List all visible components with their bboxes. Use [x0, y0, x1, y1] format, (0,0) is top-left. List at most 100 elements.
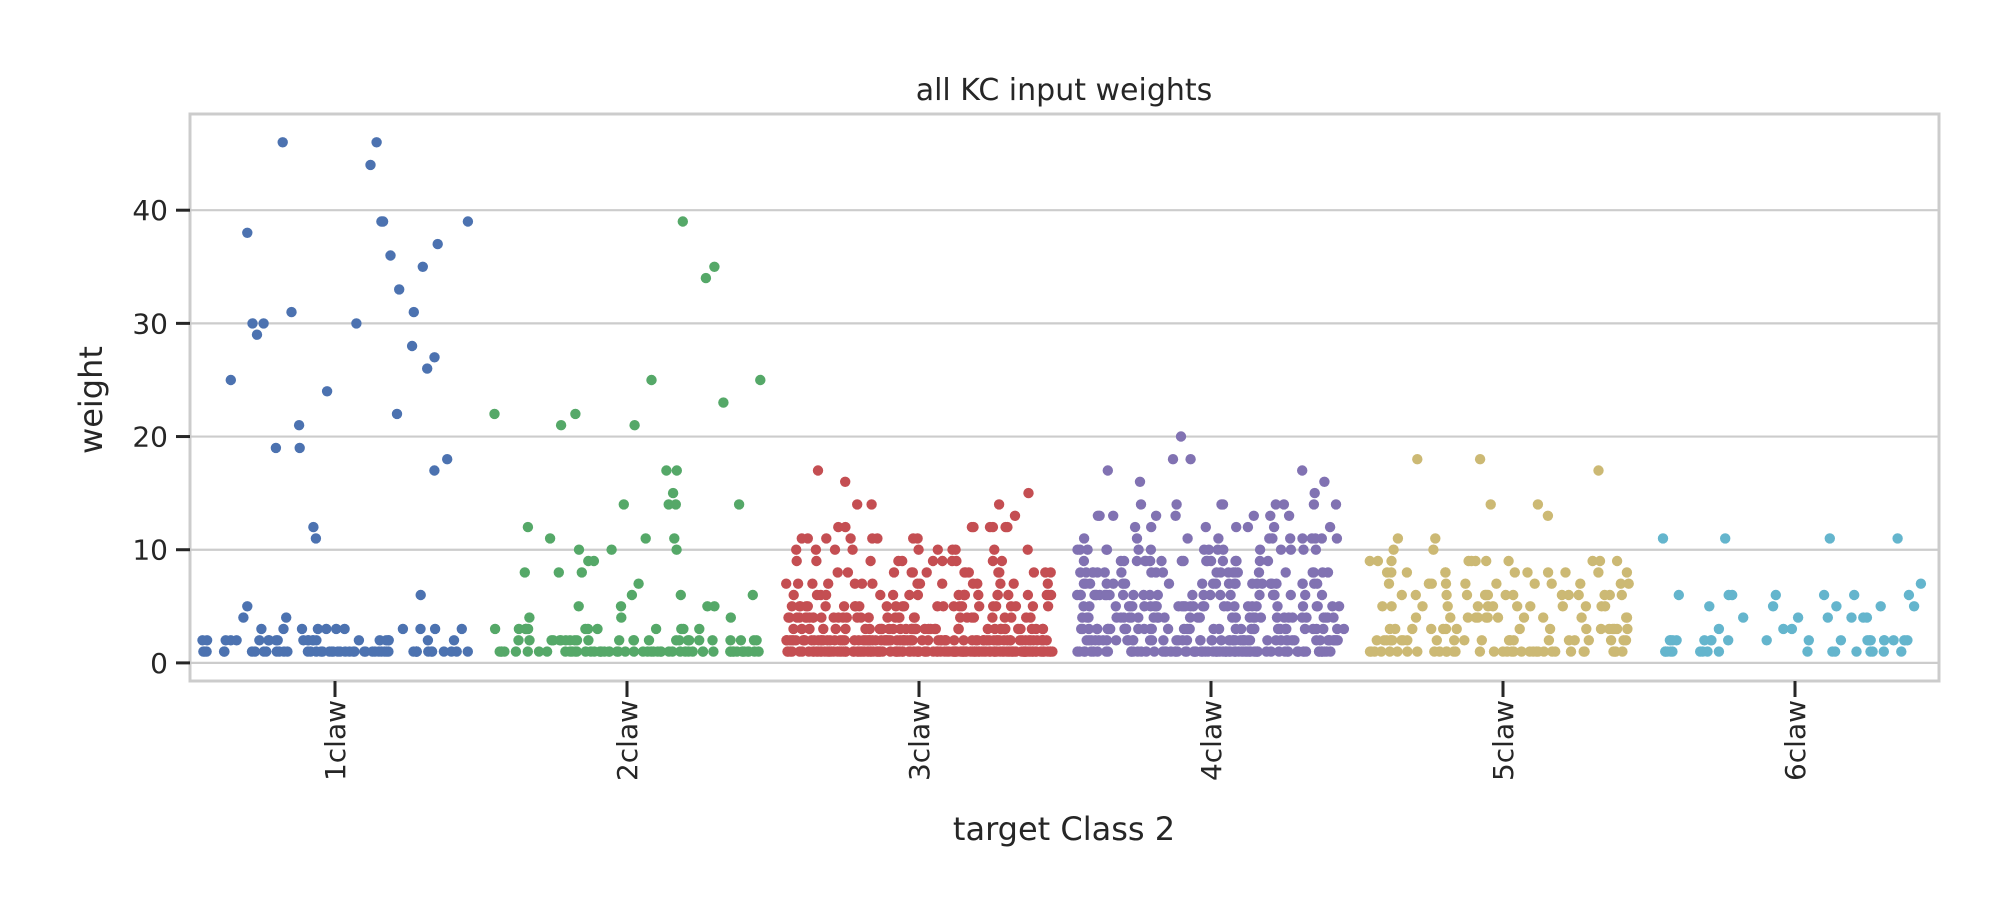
data-point: [1476, 635, 1488, 646]
data-point: [522, 521, 534, 533]
data-point: [1364, 646, 1376, 657]
data-point: [683, 646, 694, 657]
data-point: [626, 589, 638, 601]
data-point: [1386, 601, 1397, 612]
data-point: [1210, 578, 1222, 589]
data-point: [865, 555, 876, 567]
data-point: [1081, 635, 1092, 646]
data-point: [1279, 612, 1290, 623]
data-point: [863, 612, 874, 623]
data-point: [1888, 635, 1899, 646]
data-point: [1307, 567, 1318, 578]
data-point: [606, 544, 617, 555]
data-point: [1131, 555, 1143, 567]
data-point: [1915, 578, 1927, 589]
data-point: [1543, 635, 1555, 646]
data-point: [618, 499, 629, 510]
data-point: [446, 646, 457, 657]
data-point: [1525, 601, 1536, 612]
data-point: [533, 646, 545, 657]
data-point: [1087, 567, 1099, 578]
data-point: [1573, 589, 1584, 601]
data-point: [1445, 612, 1456, 623]
data-point: [1472, 612, 1484, 623]
data-point: [1417, 601, 1428, 612]
data-point: [513, 635, 524, 646]
data-point: [966, 612, 978, 623]
y-tick-label: 0: [150, 647, 168, 680]
data-point: [965, 646, 976, 657]
x-axis-label: target Class 2: [953, 810, 1175, 848]
data-point: [1171, 635, 1182, 646]
data-point: [1262, 635, 1273, 646]
data-point: [1615, 578, 1627, 589]
data-point: [1508, 635, 1519, 646]
data-point: [225, 374, 236, 386]
data-point: [747, 589, 758, 601]
data-point: [432, 238, 443, 250]
data-point: [278, 623, 289, 635]
data-point: [1267, 533, 1278, 544]
data-point: [845, 533, 856, 544]
data-point: [921, 567, 932, 578]
data-point: [1123, 601, 1135, 612]
data-point: [1501, 646, 1513, 657]
data-point: [1660, 646, 1671, 657]
data-point: [1402, 646, 1413, 657]
data-point: [1384, 646, 1396, 657]
data-point: [1041, 635, 1052, 646]
data-point: [1673, 589, 1685, 601]
data-point: [941, 646, 953, 657]
data-point: [922, 635, 934, 646]
data-point: [863, 635, 875, 646]
data-point: [799, 635, 810, 646]
data-point: [694, 635, 705, 646]
data-point: [1123, 635, 1134, 646]
data-point: [1835, 635, 1847, 646]
data-point: [1461, 589, 1473, 601]
data-point: [1139, 623, 1150, 635]
data-point: [385, 250, 396, 261]
data-point: [1149, 601, 1161, 612]
data-point: [1767, 601, 1779, 612]
data-point: [442, 454, 453, 465]
data-point: [823, 578, 834, 589]
data-point: [489, 408, 500, 420]
data-point: [1170, 510, 1181, 521]
data-point: [1297, 578, 1308, 589]
data-point: [648, 646, 659, 657]
data-point: [555, 420, 567, 431]
data-point: [792, 578, 804, 589]
data-point: [1908, 601, 1920, 612]
data-point: [821, 533, 832, 544]
data-point: [1124, 612, 1135, 623]
data-point: [1171, 499, 1182, 510]
data-point: [238, 612, 249, 623]
data-point: [426, 646, 437, 657]
data-point: [999, 612, 1010, 623]
data-point: [1000, 623, 1011, 635]
data-point: [796, 623, 807, 635]
data-point: [912, 646, 923, 657]
data-point: [1532, 499, 1544, 510]
data-point: [1205, 589, 1216, 601]
data-point: [580, 646, 591, 657]
data-point: [725, 635, 736, 646]
data-point: [520, 623, 532, 635]
chart-title: all KC input weights: [916, 73, 1213, 108]
data-point: [1000, 521, 1011, 533]
data-point: [1022, 589, 1034, 601]
data-point: [987, 555, 999, 567]
data-point: [1333, 601, 1345, 612]
data-point: [1308, 499, 1320, 510]
data-point: [1824, 533, 1836, 544]
data-point: [1203, 544, 1215, 555]
data-point: [256, 623, 267, 635]
data-point: [1332, 635, 1343, 646]
data-point: [907, 567, 918, 578]
data-point: [852, 646, 864, 657]
data-point: [1621, 612, 1632, 623]
data-point: [671, 544, 682, 555]
data-point: [1396, 589, 1408, 601]
